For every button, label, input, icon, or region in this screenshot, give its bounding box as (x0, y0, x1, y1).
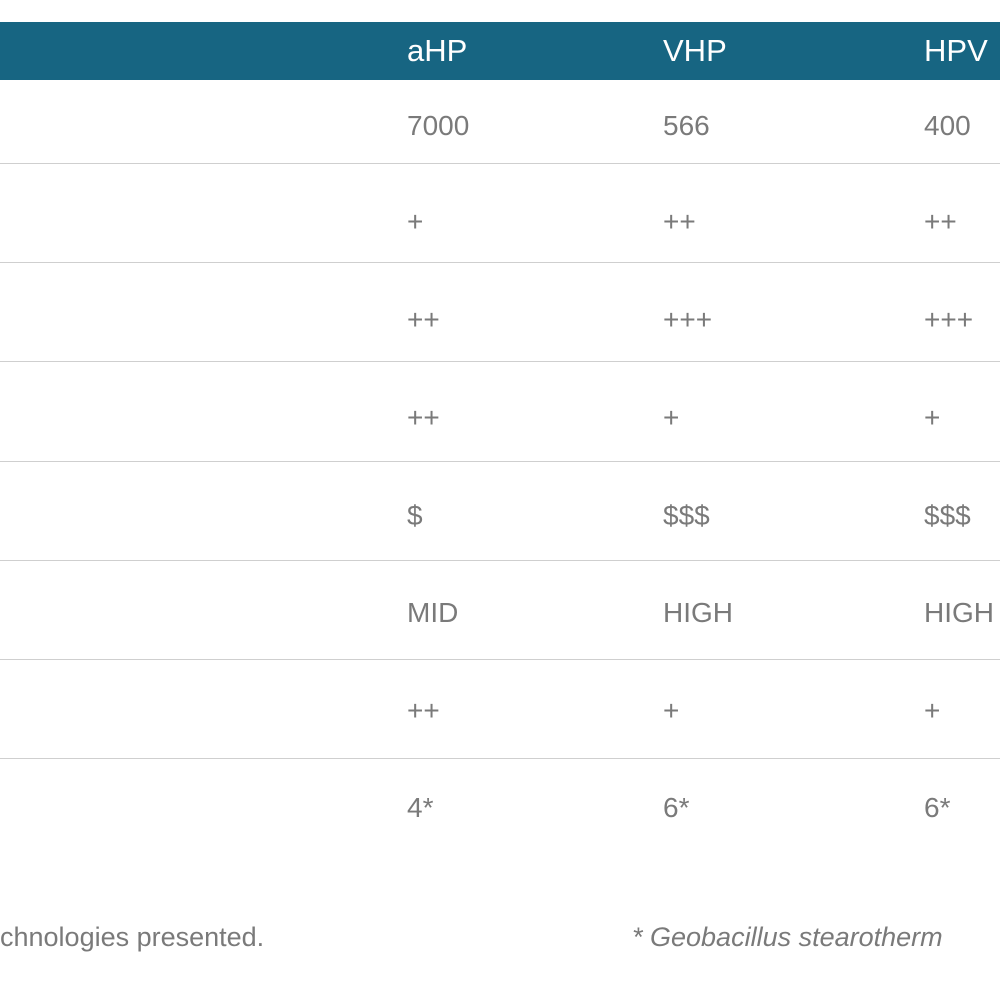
row-separator (0, 361, 1000, 362)
table-cell: + (924, 695, 941, 726)
table-cell: 6* (924, 792, 951, 823)
table-cell: ++ (407, 695, 440, 726)
table-cell: + (663, 695, 680, 726)
header-bar (0, 22, 1000, 80)
table-cell: + (407, 206, 424, 237)
row-separator (0, 262, 1000, 263)
table-cell: ++ (407, 402, 440, 433)
table-cell: + (663, 402, 680, 433)
table-cell: 566 (663, 110, 710, 141)
row-separator (0, 659, 1000, 660)
table-cell: ++ (924, 206, 957, 237)
column-header: aHP (407, 33, 468, 68)
footnote: chnologies presented. (0, 922, 265, 952)
table-cell: 4* (407, 792, 434, 823)
table-cell: HIGH (924, 597, 994, 628)
table-cell: 6* (663, 792, 690, 823)
table-cell: 400 (924, 110, 971, 141)
table-cell: $$$ (663, 500, 710, 531)
table-cell: ++ (663, 206, 696, 237)
row-separator (0, 461, 1000, 462)
footnote: * Geobacillus stearotherm (632, 922, 943, 952)
table-cell: $ (407, 500, 423, 531)
table-cell: + (924, 402, 941, 433)
column-header: HPV (924, 33, 988, 68)
table-cell: MID (407, 597, 459, 628)
table-cell: HIGH (663, 597, 733, 628)
table-cell: 7000 (407, 110, 470, 141)
table-cell: ++ (407, 304, 440, 335)
column-header: VHP (663, 33, 727, 68)
table-cell: +++ (663, 304, 713, 335)
row-separator (0, 758, 1000, 759)
table-cell: $$$ (924, 500, 971, 531)
table-cell: +++ (924, 304, 974, 335)
row-separator (0, 560, 1000, 561)
row-separator (0, 163, 1000, 164)
